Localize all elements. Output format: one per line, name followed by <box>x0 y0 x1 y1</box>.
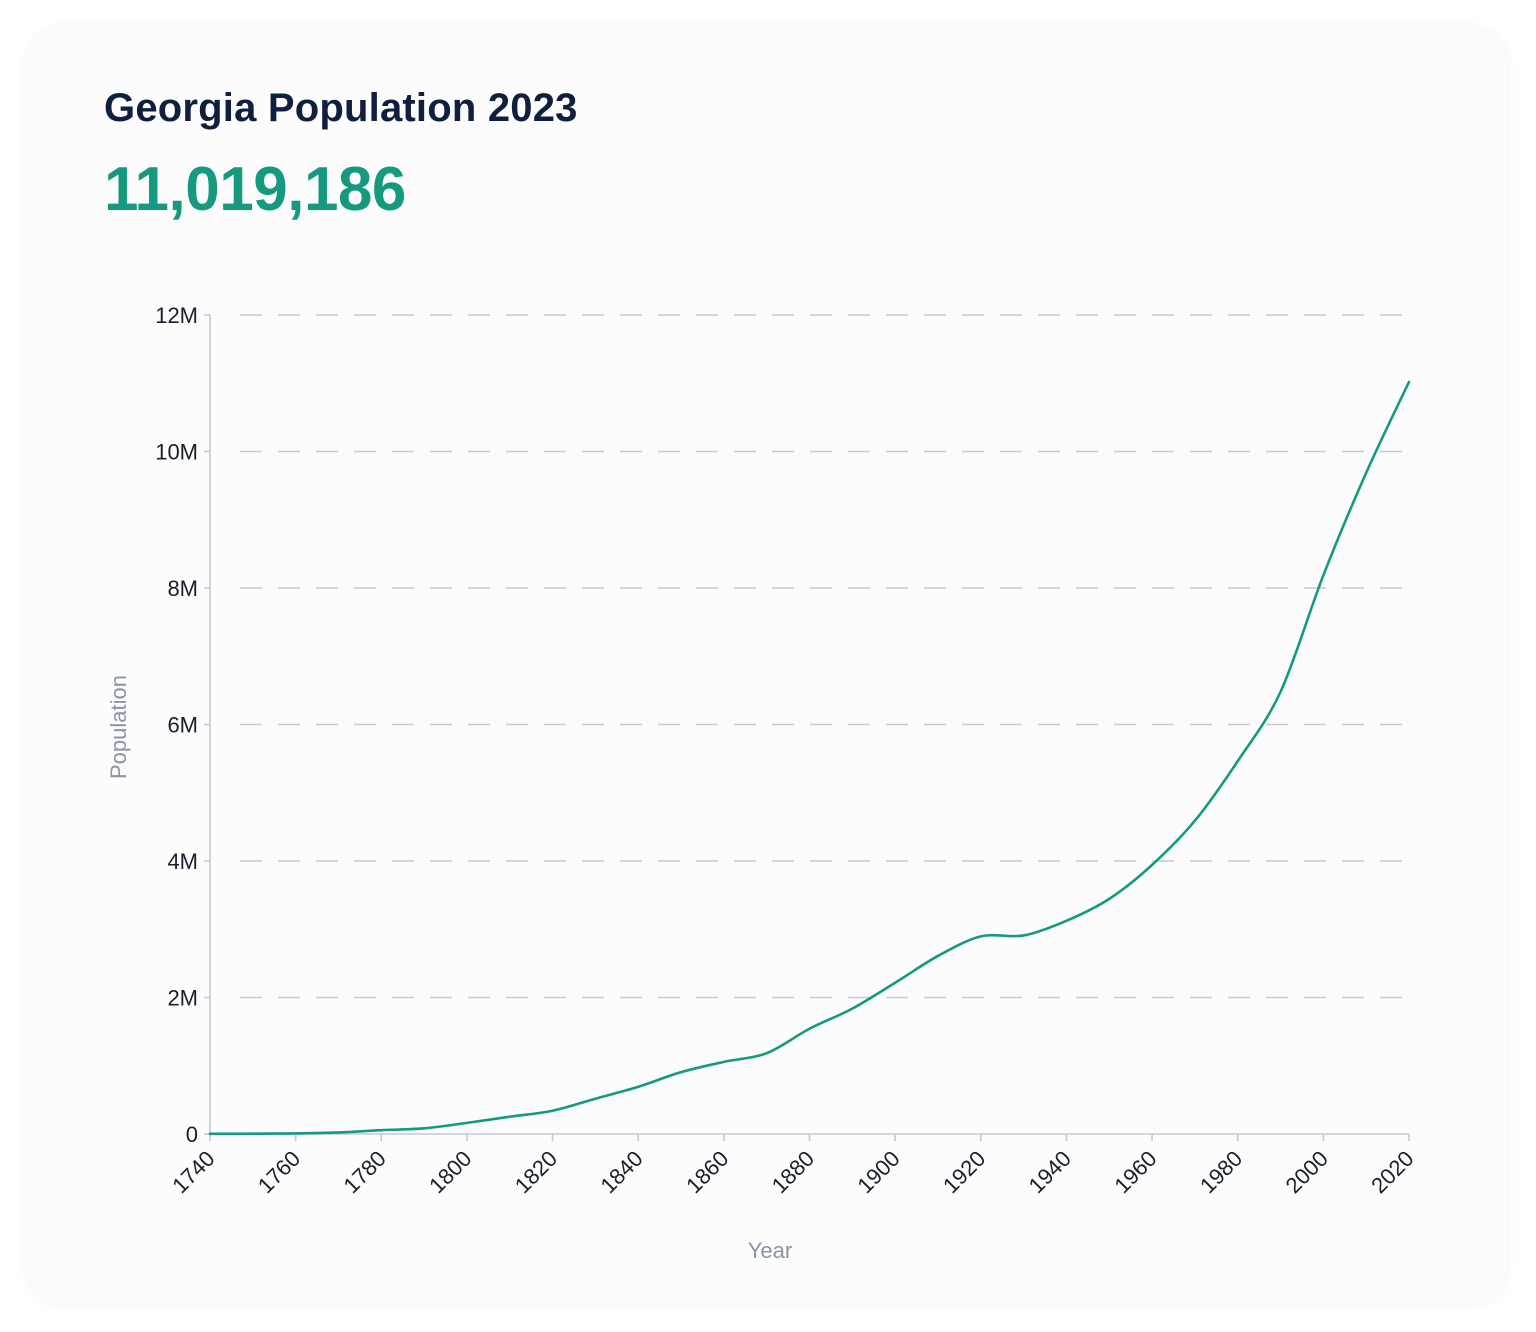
y-tick-label: 12M <box>155 303 198 328</box>
y-tick-label: 10M <box>155 440 198 465</box>
series-layer <box>208 380 1411 1136</box>
population-value: 11,019,186 <box>104 155 406 224</box>
x-tick-label: 1760 <box>253 1146 305 1198</box>
x-tick-label: 1860 <box>681 1146 733 1198</box>
grid-lines <box>240 314 1409 999</box>
x-tick-label: 1960 <box>1109 1146 1161 1198</box>
x-tick-label: 1980 <box>1195 1146 1247 1198</box>
axes <box>204 314 1410 1141</box>
x-tick-label: 2020 <box>1366 1146 1418 1198</box>
y-tick-label: 8M <box>167 576 198 601</box>
y-tick-label: 4M <box>167 849 198 874</box>
population-series-line <box>208 380 1411 1136</box>
x-tick-label: 1900 <box>852 1146 904 1198</box>
y-tick-label: 6M <box>167 713 198 738</box>
y-axis-label: Population <box>106 675 131 779</box>
x-tick-label: 1840 <box>595 1146 647 1198</box>
chart-card <box>28 28 1506 1304</box>
y-tick-labels: 0 2M 4M 6M 8M 10M 12M <box>155 303 198 1147</box>
x-tick-label: 2000 <box>1281 1146 1333 1198</box>
y-tick-label: 2M <box>167 986 198 1011</box>
x-axis-label: Year <box>748 1238 792 1263</box>
x-tick-label: 1800 <box>424 1146 476 1198</box>
x-tick-label: 1780 <box>339 1146 391 1198</box>
x-tick-label: 1940 <box>1024 1146 1076 1198</box>
x-tick-labels: 1740 1760 1780 1800 1820 1840 1860 1880 1900 1920… <box>167 1146 1418 1198</box>
x-tick-label: 1820 <box>510 1146 562 1198</box>
chart-title: Georgia Population 2023 <box>104 86 578 130</box>
y-tick-label: 0 <box>186 1122 198 1147</box>
x-tick-label: 1920 <box>938 1146 990 1198</box>
x-tick-label: 1880 <box>767 1146 819 1198</box>
x-tick-label: 1740 <box>167 1146 219 1198</box>
